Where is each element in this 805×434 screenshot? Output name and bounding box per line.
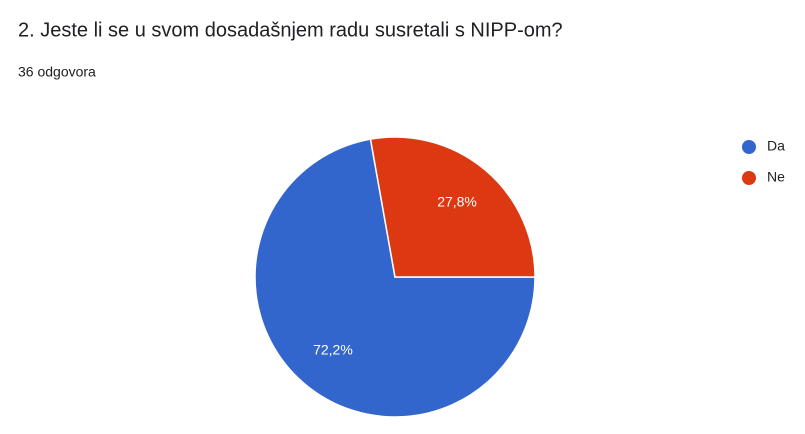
slice-label: 27,8% [437, 194, 477, 210]
legend-swatch [742, 171, 756, 185]
legend-swatch [742, 140, 756, 154]
pie-slice [369, 136, 536, 278]
chart-subtitle: 36 odgovora [18, 64, 96, 80]
legend-label: Ne [767, 169, 785, 185]
legend-label: Da [767, 138, 785, 154]
slice-label: 72,2% [313, 342, 353, 358]
pie-slice [254, 138, 536, 418]
chart-title: 2. Jeste li se u svom dosadašnjem radu s… [18, 19, 563, 41]
